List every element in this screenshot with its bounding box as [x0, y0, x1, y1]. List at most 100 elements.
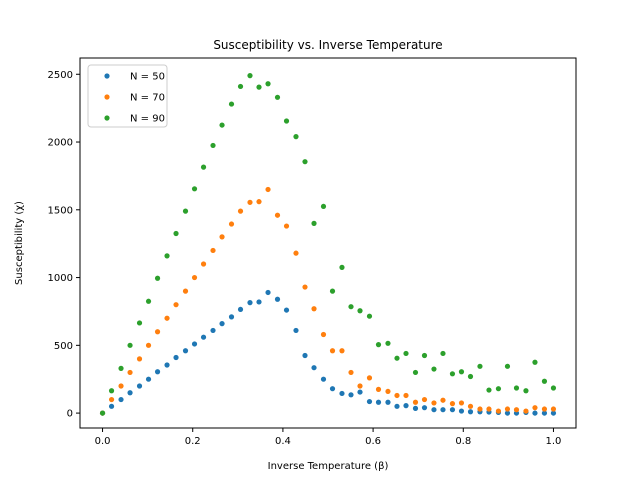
data-point-series-3	[136, 320, 143, 326]
data-point-series-1	[219, 321, 225, 327]
data-point-series-1	[228, 314, 235, 320]
data-point-series-3	[237, 83, 244, 90]
data-point-series-3	[118, 365, 124, 371]
data-point-series-1	[108, 403, 115, 409]
data-point-series-1	[173, 354, 179, 361]
data-point-series-1	[274, 296, 281, 302]
data-point-series-3	[154, 275, 161, 281]
legend-marker	[104, 115, 110, 121]
data-point-series-3	[210, 142, 216, 149]
data-point-series-3	[541, 378, 548, 384]
data-point-series-2	[145, 342, 152, 348]
data-point-series-2	[293, 250, 299, 256]
data-point-series-1	[339, 390, 345, 397]
data-point-series-3	[145, 298, 152, 304]
data-point-series-1	[329, 386, 336, 392]
y-tick-label: 2000	[48, 138, 73, 149]
data-point-series-1	[504, 410, 511, 416]
data-point-series-3	[219, 122, 225, 128]
data-point-series-2	[219, 234, 225, 240]
data-point-series-1	[449, 407, 456, 413]
data-point-series-3	[375, 342, 382, 348]
data-point-series-2	[265, 186, 271, 193]
data-point-series-1	[458, 408, 465, 414]
data-point-series-3	[532, 359, 538, 365]
data-point-series-3	[412, 369, 419, 376]
data-point-series-2	[108, 396, 115, 403]
data-point-series-2	[458, 400, 465, 406]
data-point-series-1	[283, 307, 290, 313]
data-point-series-2	[247, 199, 253, 205]
legend: N = 50 N = 70 N = 90	[87, 64, 168, 128]
plot-frame	[79, 57, 577, 429]
data-point-series-2	[237, 208, 244, 214]
data-point-series-2	[118, 383, 124, 389]
data-point-series-3	[311, 220, 317, 226]
data-point-series-2	[311, 306, 317, 312]
data-point-series-2	[200, 261, 207, 267]
data-point-series-2	[495, 408, 502, 414]
data-point-series-1	[412, 405, 419, 411]
data-point-series-1	[375, 399, 382, 405]
data-point-series-2	[523, 408, 529, 414]
data-point-series-3	[127, 342, 133, 348]
data-point-series-1	[348, 392, 354, 398]
data-point-series-2	[541, 406, 548, 412]
x-tick-label: 0.2	[185, 436, 201, 447]
data-point-series-1	[302, 352, 308, 359]
data-point-series-1	[467, 409, 474, 415]
data-point-series-1	[182, 348, 189, 354]
data-point-series-2	[366, 375, 373, 381]
data-point-series-1	[357, 389, 363, 395]
data-point-series-3	[440, 350, 446, 357]
data-point-series-2	[385, 388, 391, 395]
data-point-series-2	[357, 383, 363, 389]
x-axis-label: Inverse Temperature (β)	[268, 461, 389, 472]
data-point-series-3	[320, 203, 327, 210]
data-point-series-2	[182, 288, 189, 294]
y-axis: 0 500 1000 1500 2000 2500	[48, 70, 80, 420]
data-point-series-3	[348, 304, 354, 310]
x-tick-label: 0.8	[455, 436, 471, 447]
data-point-series-3	[366, 313, 373, 319]
data-point-series-3	[108, 388, 115, 394]
data-point-series-3	[486, 387, 492, 393]
data-point-series-1	[237, 306, 244, 313]
data-point-series-1	[532, 410, 538, 416]
data-point-series-2	[431, 400, 437, 406]
data-point-series-1	[210, 327, 216, 334]
data-point-series-3	[329, 288, 336, 294]
data-point-series-2	[191, 274, 198, 281]
data-point-series-1	[118, 396, 124, 403]
data-point-series-2	[421, 396, 428, 403]
data-point-series-2	[504, 406, 511, 412]
data-point-series-3	[256, 84, 262, 90]
legend-marker	[104, 94, 110, 100]
data-point-series-2	[449, 401, 456, 407]
data-point-series-2	[394, 392, 400, 399]
data-point-series-3	[274, 94, 281, 100]
y-tick-label: 0	[67, 409, 73, 420]
data-point-series-3	[394, 355, 400, 361]
legend-entry-label: N = 90	[130, 114, 165, 125]
data-point-series-1	[366, 398, 373, 405]
x-axis: 0.0 0.2 0.4 0.6 0.8 1.0	[95, 428, 561, 447]
data-point-series-2	[329, 348, 336, 354]
data-point-series-1	[127, 390, 133, 396]
y-tick-label: 500	[54, 341, 73, 352]
data-point-series-2	[513, 407, 520, 413]
data-point-series-1	[256, 299, 262, 305]
data-point-series-1	[421, 405, 428, 411]
data-point-series-3	[182, 208, 189, 214]
data-point-series-3	[431, 366, 437, 372]
data-point-series-2	[283, 223, 290, 229]
data-point-series-2	[477, 406, 483, 412]
data-point-series-3	[302, 159, 308, 165]
data-point-series-2	[486, 406, 492, 412]
data-point-series-1	[320, 376, 327, 382]
y-tick-label: 1000	[48, 273, 73, 284]
legend-box	[87, 64, 168, 128]
data-point-series-3	[173, 230, 179, 237]
data-point-series-2	[210, 247, 216, 254]
